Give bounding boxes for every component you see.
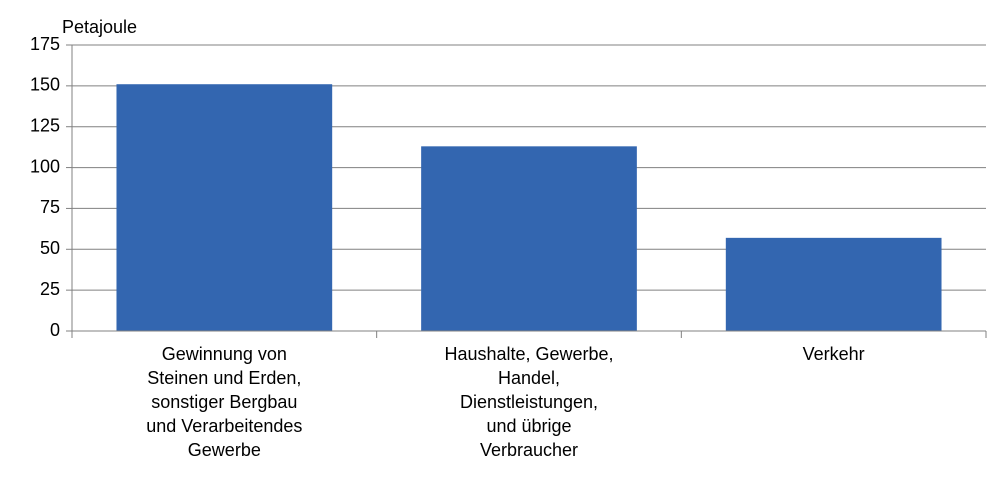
x-tick-label: Haushalte, Gewerbe, Handel, Dienstleistu… [444,344,614,460]
y-axis-label: Petajoule [62,17,137,37]
y-tick-label: 150 [30,75,60,95]
bar [421,146,637,331]
y-tick-label: 0 [50,320,60,340]
y-tick-label: 25 [40,279,60,299]
y-tick-label: 75 [40,197,60,217]
y-tick-label: 100 [30,156,60,176]
x-tick-label: Gewinnung von Steinen und Erden, sonstig… [146,344,303,460]
bar [116,84,333,331]
x-tick-label: Verkehr [802,344,865,364]
y-tick-label: 175 [30,34,60,54]
bar [725,237,942,331]
y-tick-label: 125 [30,115,60,135]
y-tick-label: 50 [40,238,60,258]
